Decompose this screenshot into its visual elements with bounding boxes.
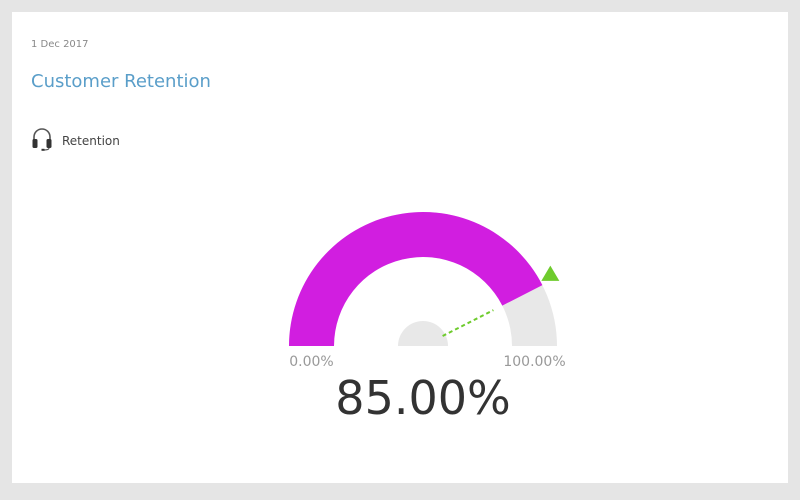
report-date: 1 Dec 2017	[31, 39, 89, 50]
gauge-value-text: 85.00%	[335, 371, 510, 425]
gauge-chart: 0.00% 100.00% 85.00%	[289, 211, 566, 425]
gauge-hub	[398, 321, 448, 346]
gauge-max-label: 100.00%	[503, 354, 565, 370]
gauge-value-arc	[289, 211, 543, 346]
headset-icon	[31, 127, 53, 155]
widget-title[interactable]: Customer Retention	[31, 71, 211, 92]
gauge-min-label: 0.00%	[289, 354, 333, 370]
kpi-legend: Retention	[31, 127, 120, 155]
gauge-target-marker	[541, 265, 560, 281]
gauge-needle	[442, 309, 494, 337]
kpi-label: Retention	[62, 134, 120, 148]
retention-card: 1 Dec 2017 Customer Retention Retention …	[12, 12, 788, 483]
